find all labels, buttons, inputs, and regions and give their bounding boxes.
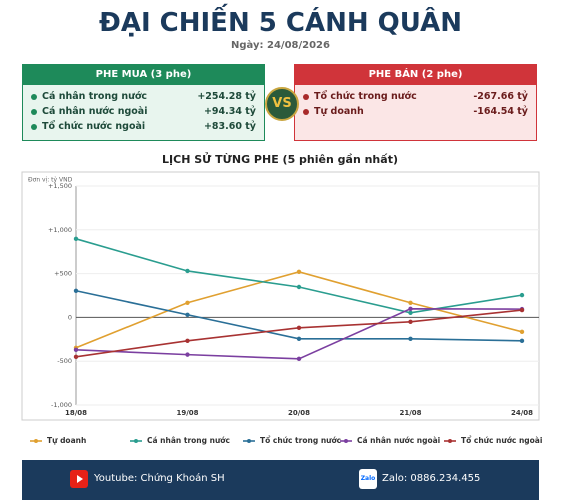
point [296, 336, 302, 341]
chart-title: LỊCH SỬ TỪNG PHE (5 phiên gần nhất) [162, 152, 398, 166]
unit-note: Đơn vị: tỷ VND [28, 177, 73, 184]
point [296, 356, 302, 362]
point [408, 306, 413, 312]
x-tick-label: 20/08 [288, 409, 310, 417]
x-tick-label: 19/08 [176, 409, 198, 417]
point [296, 269, 302, 275]
point [296, 325, 302, 331]
x-tick-label: 24/08 [511, 409, 533, 417]
legend-dot [134, 439, 138, 443]
point [73, 288, 79, 293]
row: Tổ chức nước ngoài +83.60 tỷ [23, 119, 264, 134]
point [519, 307, 525, 313]
point [519, 292, 525, 298]
youtube-icon [70, 470, 88, 488]
x-tick-label: 21/08 [399, 409, 421, 417]
y-tick-label: -1,000 [51, 401, 72, 409]
footer: Youtube: Chứng Khoán SH Zalo Zalo: 0886.… [22, 460, 539, 500]
row-name: Tổ chức trong nước [303, 89, 417, 104]
point [408, 319, 413, 324]
y-tick-label: 0 [68, 313, 72, 321]
chart-frame [21, 171, 540, 421]
buy-panel: PHE MUA (3 phe) Cá nhân trong nước +254.2… [22, 64, 265, 141]
sell-panel: PHE BÁN (2 phe) Tổ chức trong nước -267.6… [294, 64, 537, 141]
y-tick-label: +1,000 [48, 226, 72, 234]
point [73, 236, 79, 242]
point [185, 300, 190, 305]
point [408, 300, 413, 305]
point [185, 338, 190, 343]
point [73, 347, 79, 353]
row-name: Cá nhân nước ngoài [31, 104, 147, 119]
youtube-link[interactable]: Youtube: Chứng Khoán SH [94, 473, 225, 484]
legend-label: Tổ chức nước ngoài [461, 436, 542, 445]
row-value: +254.28 tỷ [197, 91, 256, 102]
point [185, 312, 190, 317]
x-tick-label: 18/08 [65, 409, 87, 417]
zalo-link[interactable]: Zalo: 0886.234.455 [382, 473, 481, 484]
legend-label: Cá nhân nước ngoài [357, 436, 440, 445]
point [73, 354, 79, 360]
legend-label: Tự doanh [47, 436, 86, 445]
legend-dot [247, 439, 251, 443]
row: Tự doanh -164.54 tỷ [295, 104, 536, 119]
point [408, 336, 413, 341]
chart: LỊCH SỬ TỪNG PHE (5 phiên gần nhất) Đơn … [21, 152, 542, 445]
row-value: -164.54 tỷ [473, 106, 528, 117]
point [185, 268, 190, 274]
zalo-icon: Zalo [359, 469, 377, 489]
legend-dot [34, 439, 38, 443]
row-value: +83.60 tỷ [203, 121, 256, 132]
row-name: Cá nhân trong nước [31, 89, 147, 104]
legend-label: Cá nhân trong nước [147, 436, 230, 445]
point [296, 284, 302, 290]
row-name: Tổ chức nước ngoài [31, 119, 145, 134]
y-tick-label: +1,500 [48, 182, 72, 190]
legend-dot [448, 439, 452, 443]
row: Tổ chức trong nước -267.66 tỷ [295, 89, 536, 104]
row-name: Tự doanh [303, 104, 364, 119]
point [185, 352, 190, 357]
legend-label: Tổ chức trong nước [260, 436, 341, 445]
row-value: -267.66 tỷ [473, 91, 528, 102]
point [519, 329, 525, 335]
point [519, 338, 525, 344]
row: Cá nhân trong nước +254.28 tỷ [23, 89, 264, 104]
legend-dot [344, 439, 348, 443]
y-tick-label: +500 [54, 270, 72, 278]
y-tick-label: -500 [57, 357, 72, 365]
panel-title: PHE BÁN (2 phe) [295, 65, 536, 85]
row: Cá nhân nước ngoài +94.34 tỷ [23, 104, 264, 119]
date: Ngày: 24/08/2026 [231, 40, 330, 51]
vs-badge: VS [265, 87, 299, 121]
row-value: +94.34 tỷ [203, 106, 256, 117]
panel-title: PHE MUA (3 phe) [23, 65, 264, 85]
page-title: ĐẠI CHIẾN 5 CÁNH QUÂN [99, 8, 462, 38]
point [408, 310, 413, 315]
